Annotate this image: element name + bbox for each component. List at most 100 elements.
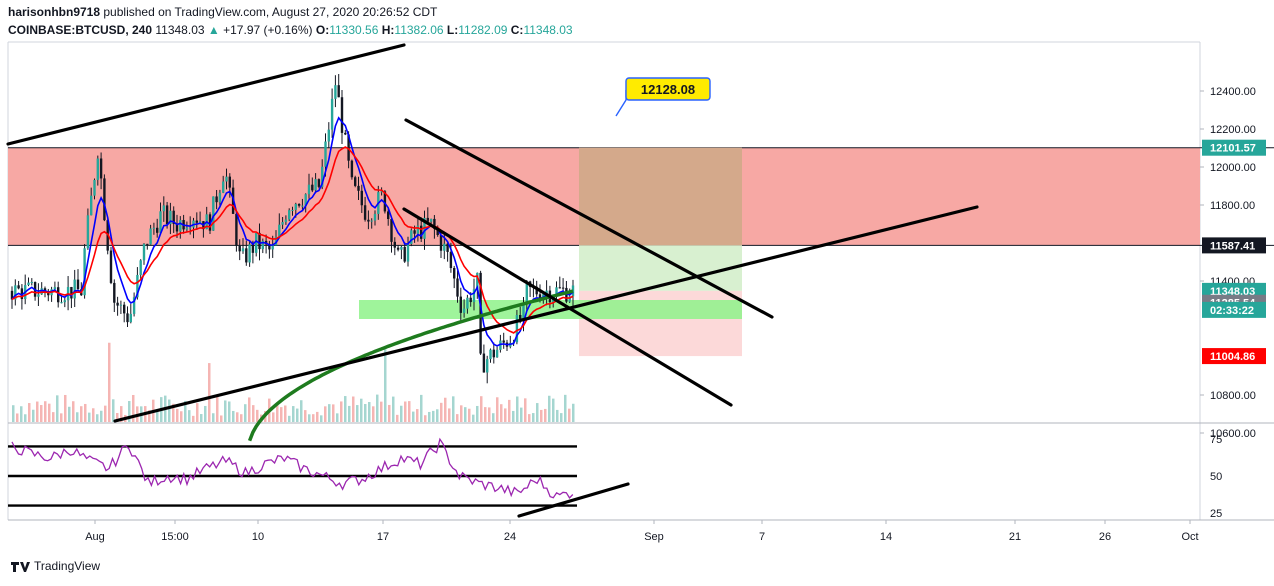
candle-body: [363, 205, 367, 220]
candle-body: [149, 228, 152, 245]
candle-body: [228, 176, 231, 188]
candle-body: [489, 349, 492, 360]
candle-body: [93, 179, 96, 196]
volume-bar: [16, 413, 19, 422]
author-name[interactable]: harisonhbn9718: [8, 5, 101, 19]
volume-bar: [308, 414, 311, 422]
candle-body: [198, 221, 202, 223]
candle-body: [76, 279, 80, 290]
candle-body: [344, 132, 347, 135]
volume-bar: [540, 409, 543, 422]
volume-bar: [156, 410, 159, 422]
time-tick-label: 26: [1099, 531, 1111, 543]
candle-body: [63, 300, 66, 303]
candle-body: [103, 178, 106, 221]
volume-bar: [516, 396, 519, 422]
candle-body: [519, 315, 522, 321]
volume-bar: [148, 410, 151, 422]
volume-bar: [412, 411, 415, 422]
volume-bar: [220, 415, 223, 422]
candle-body: [459, 296, 462, 313]
candle-body: [410, 230, 413, 245]
volume-bar: [320, 415, 323, 422]
open-value: 11330.56: [329, 23, 379, 37]
volume-bar: [40, 405, 43, 422]
price-label-text: 11587.41: [1210, 240, 1255, 252]
candle-body: [561, 287, 565, 289]
candle-body: [439, 235, 443, 251]
candle-body: [317, 179, 321, 187]
volume-bar: [80, 406, 83, 422]
volume-bar: [300, 400, 303, 422]
volume-bar: [432, 410, 435, 422]
candle-body: [20, 288, 24, 300]
footer-brand: TradingView: [10, 559, 100, 573]
candle-body: [185, 227, 189, 230]
candle-body: [347, 134, 350, 161]
volume-bar: [252, 405, 255, 422]
reward-zone: [579, 245, 742, 291]
candle-body: [60, 302, 63, 304]
candle-body: [449, 251, 453, 269]
candle-body: [175, 223, 179, 232]
candle-body: [495, 349, 499, 358]
candle-body: [40, 288, 43, 295]
published-text: published on TradingView.com, August 27,…: [103, 5, 438, 19]
volume-bar: [280, 407, 283, 422]
candle-body: [251, 244, 255, 253]
volume-bar: [52, 412, 55, 422]
countdown-box: [1202, 301, 1266, 318]
time-tick-label: 17: [377, 531, 389, 543]
candle-body: [443, 243, 446, 251]
candle-body: [294, 204, 297, 210]
candle-body: [146, 243, 149, 245]
volume-bar: [536, 403, 539, 422]
volume-bar: [296, 408, 299, 422]
rsi-line: [11, 437, 574, 499]
candle-body: [337, 85, 340, 98]
symbol-label[interactable]: COINBASE:BTCUSD, 240: [8, 23, 153, 37]
candle-body: [396, 247, 400, 250]
time-axis: Aug 15:00 10 17 24 Sep 7 14 21 26 Oct: [85, 520, 1199, 543]
price-tick-label: 12400.00: [1210, 86, 1256, 98]
candle-body: [162, 205, 165, 212]
low-value: 11282.09: [458, 23, 508, 37]
volume-bar: [520, 407, 523, 422]
time-tick-label: 14: [880, 531, 892, 543]
candle-body: [258, 232, 261, 250]
volume-bar: [392, 396, 395, 422]
candle-body: [218, 192, 222, 203]
candle-body: [268, 244, 271, 250]
volume-bar: [180, 411, 183, 422]
candle-body: [479, 272, 482, 354]
time-tick-label: 15:00: [161, 531, 189, 543]
support-zone: [359, 300, 742, 319]
volume-bar: [120, 406, 123, 422]
volume-bar: [228, 401, 231, 422]
candle-body: [14, 285, 17, 300]
long-moving-average-line: [247, 289, 574, 442]
volume-bar: [272, 412, 275, 422]
candle-body: [334, 85, 337, 99]
candle-body: [90, 195, 93, 216]
candle-body: [109, 250, 113, 283]
candle-body: [281, 222, 284, 225]
callout-box: [625, 77, 711, 101]
candle-body: [179, 220, 182, 232]
descending-resistance-trendline: [404, 118, 774, 319]
volume-bar: [192, 415, 195, 422]
price-axis: 12400.0012200.0012000.0011800.0011400.00…: [1200, 86, 1266, 520]
candle-body: [261, 240, 264, 250]
candle-body: [37, 294, 40, 297]
candle-body: [456, 278, 459, 297]
volume-bar: [96, 414, 99, 422]
target-callout: 12128.08: [615, 77, 711, 117]
volume-bar: [556, 409, 559, 422]
volume-bar: [372, 406, 375, 422]
brand-name[interactable]: TradingView: [34, 559, 101, 573]
volume-bar: [128, 401, 131, 422]
volume-bar: [440, 402, 443, 422]
volume-bar: [188, 410, 191, 422]
candle-body: [47, 291, 50, 296]
candle-body: [324, 141, 327, 167]
